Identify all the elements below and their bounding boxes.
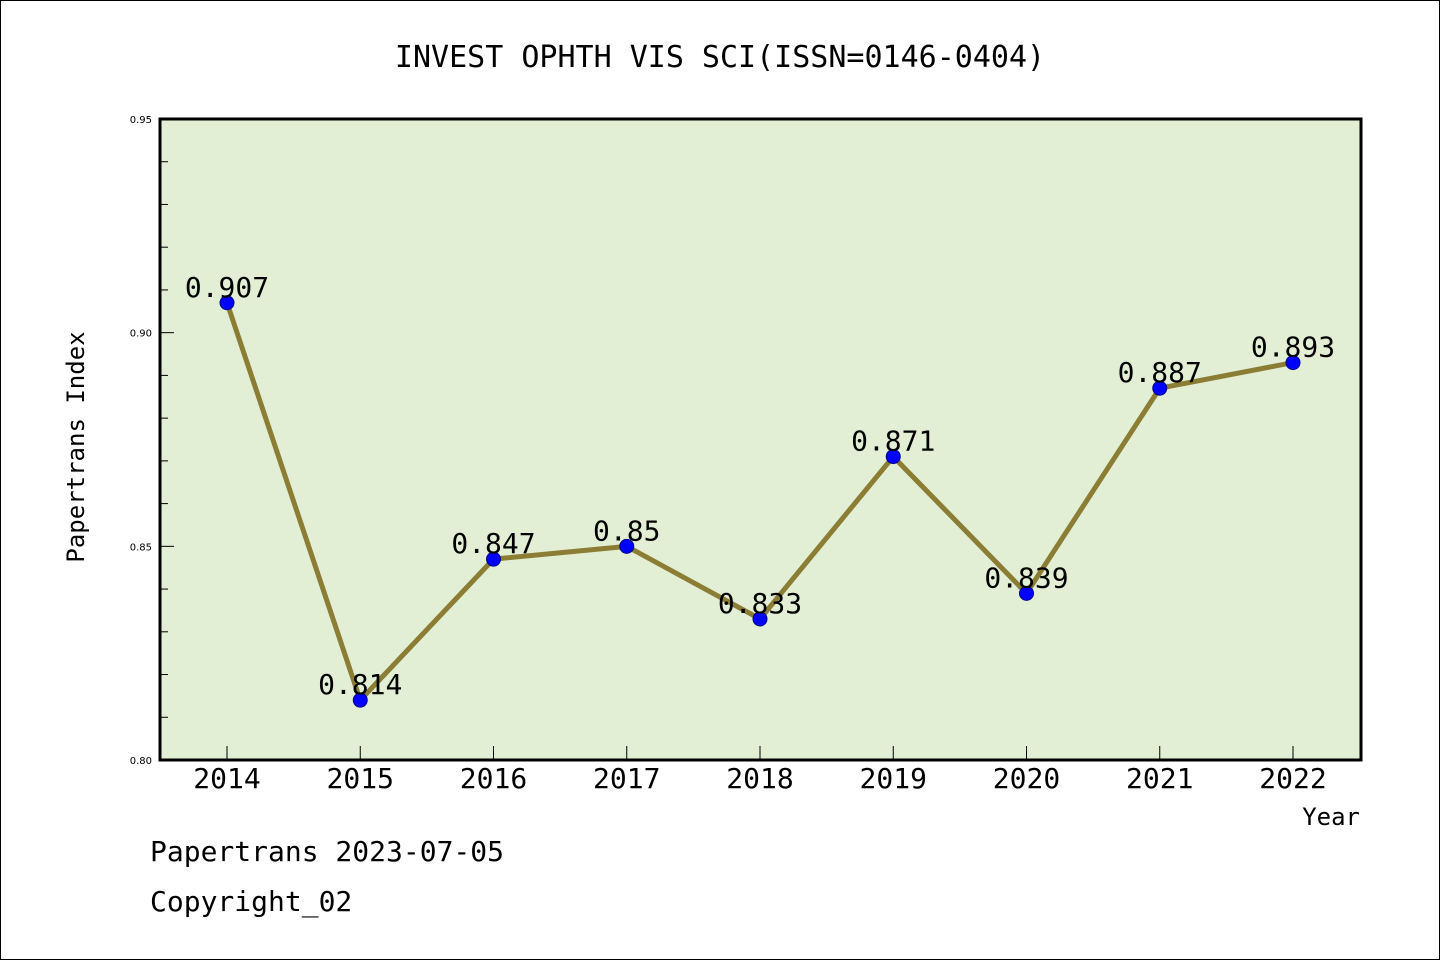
plot-area [158, 117, 1363, 762]
data-label: 0.85 [593, 514, 660, 547]
data-label: 0.907 [185, 271, 269, 304]
data-point [1285, 355, 1301, 371]
data-labels: 0.907 0.814 0.847 0.85 0.833 0.871 0.839 0.887 0… [185, 271, 1335, 701]
footer-copyright: Copyright_02 [150, 885, 353, 918]
x-tick-label: 2015 [327, 762, 394, 795]
y-tick-label: 0.95 [130, 115, 152, 126]
data-label: 0.893 [1251, 331, 1335, 364]
data-label: 0.887 [1118, 356, 1202, 389]
x-tick-label: 2018 [726, 762, 793, 795]
y-axis-label: Papertrans Index [62, 331, 90, 562]
y-tick-label: 0.80 [130, 756, 152, 767]
x-tick-label: 2016 [460, 762, 527, 795]
y-axis-minor-ticks [160, 161, 168, 718]
y-tick-label: 0.90 [130, 329, 152, 340]
data-label: 0.833 [718, 587, 802, 620]
data-label: 0.839 [984, 561, 1068, 594]
data-points [219, 295, 1301, 708]
y-axis-ticks: 0.80 0.85 0.90 0.95 [130, 115, 174, 767]
data-point [219, 295, 235, 311]
data-label: 0.871 [851, 425, 935, 458]
data-label: 0.847 [451, 527, 535, 560]
data-point [1019, 585, 1034, 601]
y-tick-label: 0.85 [130, 542, 152, 553]
x-axis-ticks: 2014 2015 2016 2017 2018 2019 2020 2021 2022 [193, 746, 1327, 795]
x-tick-label: 2017 [593, 762, 660, 795]
footer-date: Papertrans 2023-07-05 [150, 835, 505, 868]
x-tick-label: 2019 [860, 762, 927, 795]
data-point [885, 449, 901, 465]
x-tick-label: 2020 [993, 762, 1060, 795]
data-point [752, 611, 768, 627]
x-tick-label: 2022 [1259, 762, 1326, 795]
x-tick-label: 2014 [193, 762, 260, 795]
data-label: 0.814 [318, 668, 402, 701]
data-point [619, 538, 635, 554]
data-point [352, 692, 368, 708]
data-point [486, 551, 501, 567]
data-point [1152, 380, 1168, 396]
chart-title: INVEST OPHTH VIS SCI(ISSN=0146-0404) [395, 40, 1045, 75]
x-tick-label: 2021 [1126, 762, 1193, 795]
x-axis-label: Year [1302, 803, 1360, 831]
